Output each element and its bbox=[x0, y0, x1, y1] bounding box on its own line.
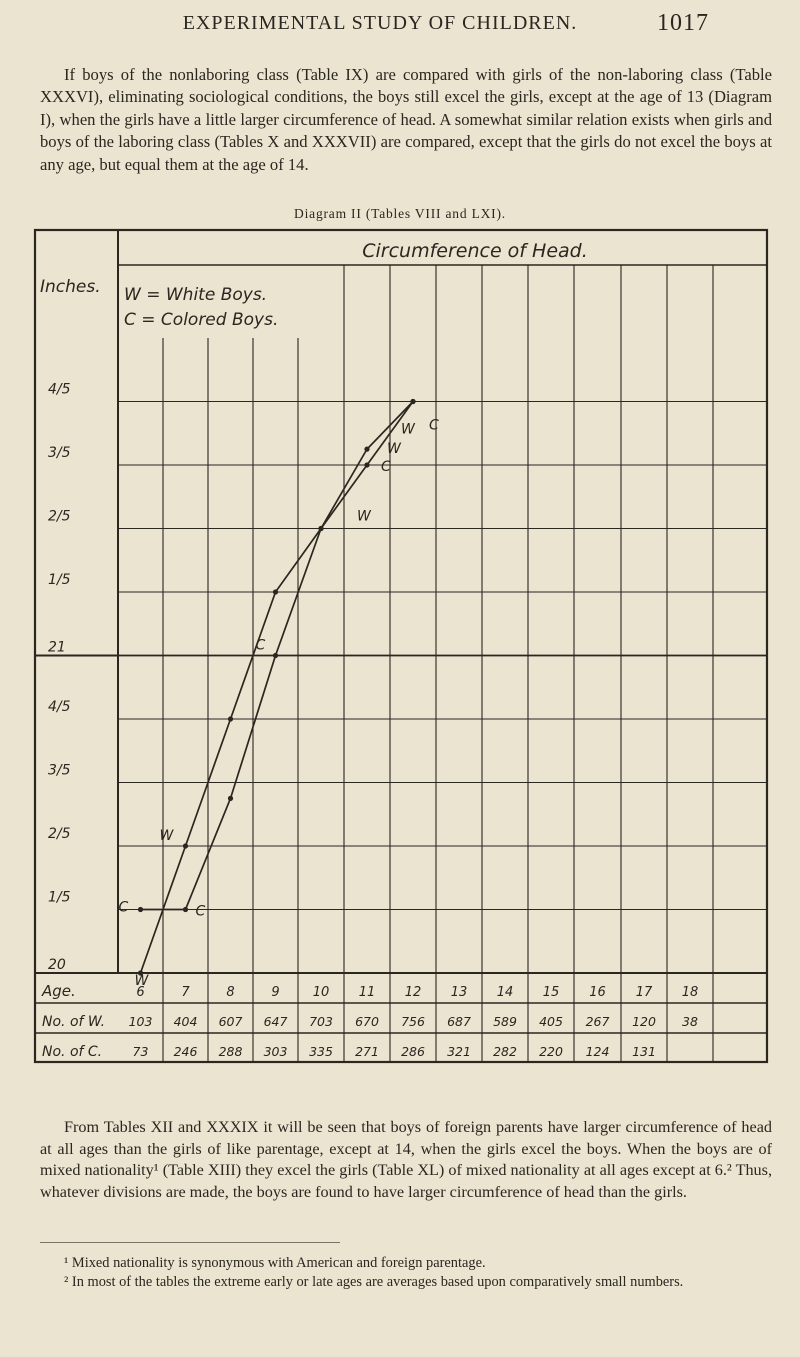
x-tick-label: 11 bbox=[359, 985, 376, 1000]
y-tick-label: 21 bbox=[48, 640, 66, 656]
x-tick-label: 15 bbox=[543, 985, 560, 1000]
page-number: 1017 bbox=[657, 10, 709, 36]
x-tick-label: 9 bbox=[271, 985, 279, 1000]
diagram-caption: Diagram II (Tables VIII and LXI). bbox=[294, 206, 506, 221]
series-point-c bbox=[364, 462, 370, 468]
count-c-cell: 131 bbox=[632, 1044, 656, 1059]
series-point-w bbox=[364, 446, 370, 452]
x-tick-label: 12 bbox=[405, 985, 422, 1000]
series-label-w: W bbox=[160, 828, 175, 844]
series-point-w bbox=[137, 970, 144, 976]
y-tick-label: 4/5 bbox=[48, 699, 71, 715]
y-tick-label: 1/5 bbox=[48, 890, 71, 906]
series-label-c: C bbox=[256, 638, 266, 654]
series-label-w: W bbox=[387, 441, 402, 457]
diagram-ii-chart: Circumference of Head. Inches. W = White B… bbox=[33, 228, 769, 1064]
count-w-label: No. of W. bbox=[42, 1014, 105, 1030]
footnote-rule bbox=[40, 1242, 340, 1243]
age-row-label: Age. bbox=[41, 982, 76, 1000]
column-header: Circumference of Head. bbox=[362, 240, 588, 262]
series-point-c bbox=[182, 906, 189, 913]
count-c-cell: 335 bbox=[309, 1044, 333, 1059]
count-w-cell: 267 bbox=[586, 1014, 610, 1029]
count-c-cell: 303 bbox=[264, 1044, 288, 1059]
intro-paragraph: If boys of the nonlaboring class (Table … bbox=[40, 65, 772, 174]
series-point-w bbox=[272, 589, 279, 595]
x-tick-label: 6 bbox=[136, 985, 144, 1000]
footnote-2: ² In most of the tables the extreme earl… bbox=[64, 1274, 684, 1290]
series-label-c: C bbox=[119, 900, 129, 916]
y-tick-label: 2/5 bbox=[48, 826, 71, 842]
count-c-cell: 124 bbox=[586, 1044, 610, 1059]
count-c-cell: 282 bbox=[493, 1044, 517, 1059]
x-tick-label: 8 bbox=[226, 985, 234, 1000]
series-line-w bbox=[139, 400, 414, 974]
series-point-c bbox=[137, 906, 144, 913]
count-c-label: No. of C. bbox=[42, 1044, 102, 1060]
count-c-cell: 73 bbox=[133, 1044, 149, 1059]
y-tick-label: 1/5 bbox=[48, 572, 71, 588]
count-w-cell: 38 bbox=[682, 1014, 698, 1029]
legend-white: W = White Boys. bbox=[124, 285, 267, 305]
count-w-cell: 607 bbox=[219, 1014, 243, 1029]
series-point-c bbox=[272, 652, 279, 659]
footnote-1: ¹ Mixed nationality is synonymous with A… bbox=[64, 1255, 486, 1271]
series-point-c bbox=[227, 795, 234, 801]
series-point-w bbox=[182, 843, 189, 849]
count-w-cell: 404 bbox=[174, 1014, 198, 1029]
count-c-cell: 271 bbox=[355, 1044, 379, 1059]
count-c-cell: 286 bbox=[401, 1044, 425, 1059]
count-w-cell: 647 bbox=[264, 1014, 288, 1029]
x-tick-label: 17 bbox=[636, 985, 653, 1000]
closing-paragraph: From Tables XII and XXXIX it will be see… bbox=[40, 1118, 772, 1201]
y-tick-label: 20 bbox=[48, 957, 66, 973]
x-tick-label: 10 bbox=[313, 985, 330, 1000]
count-w-cell: 103 bbox=[129, 1014, 153, 1029]
x-tick-label: 7 bbox=[181, 985, 190, 1000]
x-tick-label: 13 bbox=[451, 985, 468, 1000]
series-label-w: W bbox=[357, 509, 372, 525]
series-point-c bbox=[410, 398, 416, 405]
inches-label: Inches. bbox=[40, 277, 101, 297]
series-label-w: W bbox=[135, 973, 150, 989]
y-tick-label: 3/5 bbox=[48, 445, 71, 461]
count-w-cell: 405 bbox=[539, 1014, 563, 1029]
series-label-c: C bbox=[429, 418, 439, 434]
x-tick-label: 14 bbox=[497, 985, 514, 1000]
count-c-cell: 220 bbox=[539, 1044, 563, 1059]
count-w-cell: 756 bbox=[401, 1014, 425, 1029]
count-w-cell: 120 bbox=[632, 1014, 656, 1029]
x-tick-label: 18 bbox=[682, 985, 699, 1000]
series-label-c: C bbox=[196, 904, 206, 920]
count-w-cell: 703 bbox=[309, 1014, 333, 1029]
count-w-cell: 670 bbox=[355, 1014, 379, 1029]
running-title: EXPERIMENTAL STUDY OF CHILDREN. bbox=[182, 12, 578, 34]
series-point-c bbox=[318, 525, 324, 532]
chart-frame bbox=[33, 228, 769, 1064]
count-c-cell: 246 bbox=[174, 1044, 198, 1059]
count-w-cell: 589 bbox=[493, 1014, 517, 1029]
legend-colored: C = Colored Boys. bbox=[124, 310, 278, 330]
x-tick-label: 16 bbox=[589, 985, 606, 1000]
count-w-cell: 687 bbox=[447, 1014, 471, 1029]
series-point-w bbox=[227, 716, 234, 722]
series-label-c: C bbox=[381, 459, 391, 475]
count-c-cell: 288 bbox=[219, 1044, 243, 1059]
series-label-w: W bbox=[401, 422, 416, 438]
y-tick-label: 3/5 bbox=[48, 763, 71, 779]
y-tick-label: 4/5 bbox=[48, 382, 71, 398]
y-tick-label: 2/5 bbox=[48, 509, 71, 525]
count-c-cell: 321 bbox=[447, 1044, 471, 1059]
